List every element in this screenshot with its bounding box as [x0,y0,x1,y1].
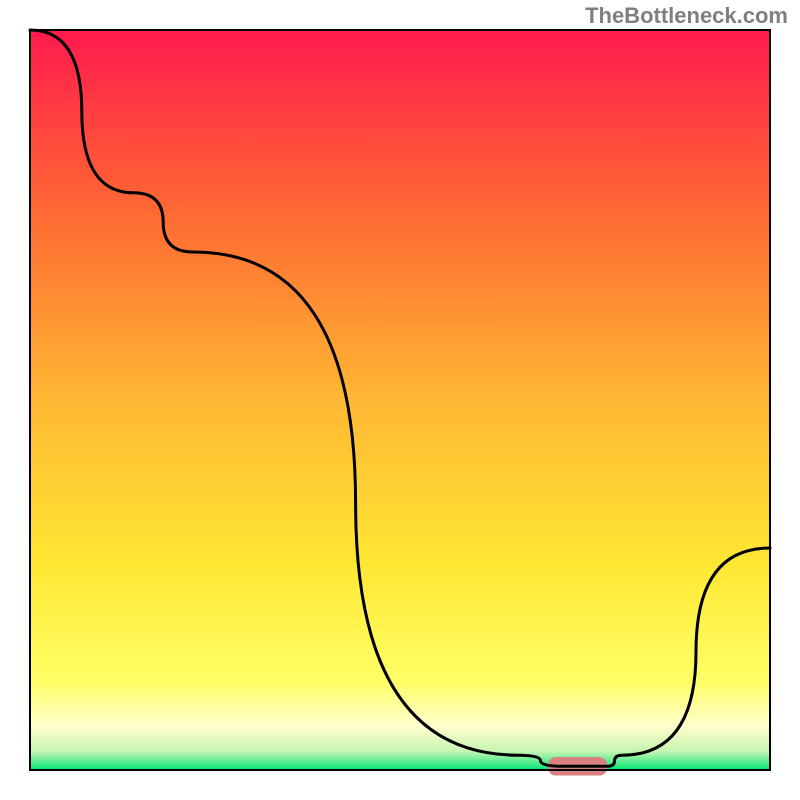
watermark-text: TheBottleneck.com [585,3,788,29]
chart-stage: TheBottleneck.com [0,0,800,800]
plot-svg [0,0,800,800]
gradient-background [30,30,770,770]
